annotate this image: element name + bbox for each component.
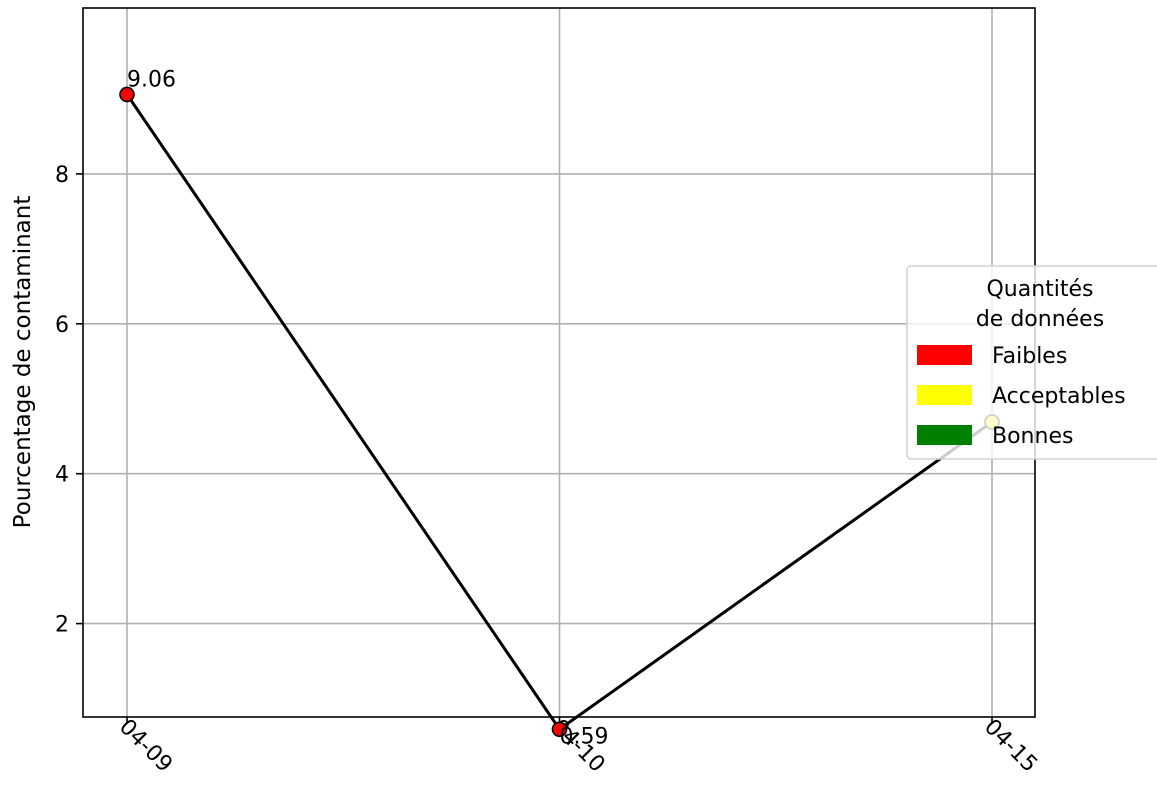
legend-swatch (917, 345, 972, 365)
y-tick-label: 4 (55, 463, 69, 488)
y-axis-label: Pourcentage de contaminant (10, 196, 36, 529)
legend-label: Acceptables (992, 384, 1126, 409)
data-point (551, 721, 568, 738)
x-tick-label: 04-09 (114, 715, 177, 778)
legend-swatch (917, 385, 972, 405)
data-label: 9.06 (127, 67, 176, 92)
legend-title: de données (976, 307, 1104, 332)
x-tick-label: 04-15 (979, 715, 1042, 778)
y-tick-label: 8 (55, 163, 69, 188)
grid (83, 8, 1035, 717)
legend: Quantités de données Faibles Acceptables Bon… (906, 265, 1157, 460)
series: 9.06 0.59 (119, 67, 1000, 749)
data-label: 0.59 (560, 724, 609, 749)
legend-label: Faibles (992, 344, 1067, 369)
legend-label: Bonnes (992, 424, 1073, 449)
legend-title: Quantités (986, 277, 1093, 302)
data-point (119, 86, 135, 103)
y-tick-label: 2 (55, 613, 69, 638)
legend-swatch (917, 425, 972, 445)
legend-box (906, 265, 1157, 460)
y-tick-label: 6 (55, 313, 69, 338)
